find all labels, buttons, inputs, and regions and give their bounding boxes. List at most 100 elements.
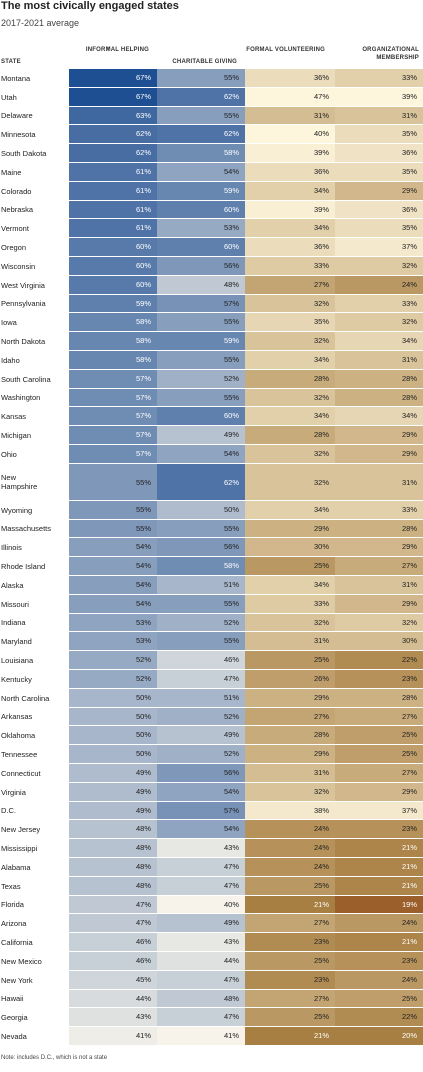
table-row: New Jersey 48% 54% 24% 23% (0, 819, 423, 839)
informal-cell: 55% (69, 463, 157, 500)
org-cell: 36% (335, 144, 423, 162)
informal-cell: 50% (69, 688, 157, 707)
formal-cell: 34% (245, 407, 335, 426)
state-name: Wisconsin (1, 261, 36, 271)
formal-cell: 32% (245, 445, 335, 463)
table-row: Oklahoma 50% 49% 28% 25% (0, 725, 423, 745)
org-cell: 22% (335, 651, 423, 669)
charitable-cell: 47% (157, 858, 245, 876)
formal-cell: 36% (245, 238, 335, 256)
column-header-organizational-membership[interactable]: ORGANIZATIONAL MEMBERSHIP (362, 47, 419, 61)
state-name: Alaska (1, 580, 24, 590)
charitable-cell: 51% (157, 688, 245, 707)
informal-cell: 55% (69, 500, 157, 519)
formal-cell: 25% (245, 876, 335, 895)
state-name: South Carolina (1, 374, 51, 384)
state-name: Maine (1, 167, 22, 177)
state-name: Connecticut (1, 768, 41, 778)
org-cell: 20% (335, 1027, 423, 1045)
informal-cell: 57% (69, 426, 157, 444)
table-row: Wyoming 55% 50% 34% 33% (0, 499, 423, 519)
formal-cell: 27% (245, 989, 335, 1008)
informal-cell: 43% (69, 1008, 157, 1027)
org-cell: 25% (335, 989, 423, 1008)
informal-cell: 58% (69, 332, 157, 350)
informal-cell: 61% (69, 219, 157, 238)
state-name: Missouri (1, 599, 29, 609)
informal-cell: 48% (69, 820, 157, 839)
charitable-cell: 49% (157, 914, 245, 933)
formal-cell: 24% (245, 820, 335, 839)
informal-cell: 46% (69, 933, 157, 951)
org-cell: 29% (335, 538, 423, 557)
formal-cell: 32% (245, 782, 335, 801)
informal-cell: 50% (69, 726, 157, 745)
org-cell: 22% (335, 1008, 423, 1027)
org-cell: 29% (335, 426, 423, 444)
charitable-cell: 55% (157, 351, 245, 369)
charitable-cell: 46% (157, 651, 245, 669)
informal-cell: 48% (69, 839, 157, 857)
table-row: South Dakota 62% 58% 39% 36% (0, 143, 423, 162)
state-name: Wyoming (1, 505, 33, 515)
formal-cell: 24% (245, 858, 335, 876)
informal-cell: 60% (69, 257, 157, 275)
charitable-cell: 62% (157, 87, 245, 106)
state-name: Idaho (1, 355, 20, 365)
chart-title: The most civically engaged states (1, 0, 179, 12)
org-cell: 21% (335, 858, 423, 876)
org-cell: 24% (335, 275, 423, 294)
table-row: Louisiana 52% 46% 25% 22% (0, 650, 423, 669)
informal-cell: 53% (69, 613, 157, 632)
column-header-informal-helping[interactable]: INFORMAL HELPING (85, 47, 149, 53)
table-row: Tennessee 50% 52% 29% 25% (0, 744, 423, 763)
table-row: Maryland 53% 55% 31% 30% (0, 631, 423, 651)
informal-cell: 57% (69, 388, 157, 407)
informal-cell: 49% (69, 764, 157, 782)
state-name: Vermont (1, 224, 29, 234)
org-cell: 36% (335, 200, 423, 219)
state-name: Texas (1, 881, 21, 891)
informal-cell: 61% (69, 200, 157, 219)
state-name: Alabama (1, 862, 31, 872)
charitable-cell: 56% (157, 538, 245, 557)
column-header-state[interactable]: STATE (1, 59, 21, 65)
formal-cell: 27% (245, 914, 335, 933)
org-cell: 35% (335, 163, 423, 181)
formal-cell: 36% (245, 69, 335, 87)
state-name: New Jersey (1, 825, 41, 835)
org-cell: 27% (335, 764, 423, 782)
state-name: Massachusetts (1, 524, 52, 534)
charitable-cell: 57% (157, 294, 245, 313)
org-cell: 27% (335, 707, 423, 726)
table-row: Michigan 57% 49% 28% 29% (0, 425, 423, 444)
formal-cell: 40% (245, 125, 335, 144)
formal-cell: 38% (245, 801, 335, 820)
formal-cell: 33% (245, 257, 335, 275)
state-name: Washington (1, 393, 41, 403)
formal-cell: 28% (245, 369, 335, 388)
org-cell: 37% (335, 238, 423, 256)
state-name: Tennessee (1, 750, 38, 760)
charitable-cell: 56% (157, 257, 245, 275)
org-cell: 28% (335, 388, 423, 407)
informal-cell: 45% (69, 970, 157, 989)
state-name: West Virginia (1, 280, 45, 290)
formal-cell: 28% (245, 426, 335, 444)
table-row: West Virginia 60% 48% 27% 24% (0, 274, 423, 294)
org-cell: 29% (335, 782, 423, 801)
state-name: New York (1, 975, 33, 985)
formal-cell: 29% (245, 519, 335, 538)
org-cell: 27% (335, 557, 423, 575)
informal-cell: 67% (69, 69, 157, 87)
org-cell: 33% (335, 69, 423, 87)
state-name: Arizona (1, 919, 27, 929)
column-header-charitable-giving[interactable]: CHARITABLE GIVING (172, 59, 237, 65)
column-header-formal-volunteering[interactable]: FORMAL VOLUNTEERING (246, 47, 325, 53)
formal-cell: 29% (245, 688, 335, 707)
charitable-cell: 44% (157, 952, 245, 970)
informal-cell: 55% (69, 519, 157, 538)
charitable-cell: 52% (157, 745, 245, 763)
charitable-cell: 62% (157, 463, 245, 500)
formal-cell: 30% (245, 538, 335, 557)
